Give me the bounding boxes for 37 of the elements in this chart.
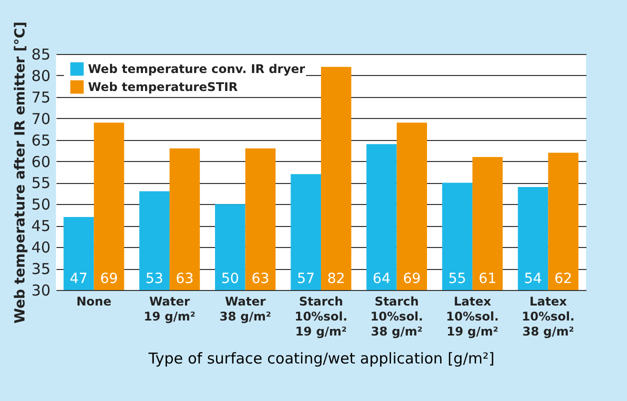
x-tick-label: Latex 10%sol. 38 g/m²: [522, 294, 575, 338]
data-label: 53: [146, 271, 164, 287]
data-label: 57: [296, 271, 315, 287]
y-tick-label: 65: [31, 131, 50, 150]
data-label: 63: [176, 271, 194, 287]
y-tick-label: 60: [31, 152, 50, 171]
data-label: 61: [478, 271, 496, 287]
y-tick-label: 45: [31, 217, 50, 236]
x-tick-label: Starch 10%sol. 19 g/m²: [294, 294, 348, 338]
x-tick-label: None: [76, 294, 112, 308]
data-label: 54: [524, 271, 542, 287]
y-tick-label: 85: [31, 46, 50, 64]
data-label: 64: [372, 271, 391, 287]
data-label: 82: [327, 271, 346, 287]
data-label: 69: [100, 271, 118, 287]
x-axis-title: Type of surface coating/wet application [g/m²]: [148, 350, 494, 368]
y-tick-label: 70: [31, 110, 50, 128]
x-tick-label: Latex 10%sol. 19 g/m²: [446, 294, 499, 338]
y-tick-label: 75: [31, 88, 50, 106]
y-tick-label: 80: [31, 66, 50, 85]
data-label: 47: [70, 271, 88, 287]
y-tick-label: 35: [31, 260, 50, 278]
legend-label: Web temperature conv. IR dryer: [88, 62, 306, 76]
x-tick-label: Water 19 g/m²: [144, 294, 196, 324]
y-tick-label: 55: [31, 174, 50, 192]
y-tick-label: 30: [31, 282, 50, 300]
data-label: 62: [554, 271, 572, 287]
data-label: 50: [221, 271, 240, 287]
legend-label: Web temperatureSTIR: [88, 80, 238, 94]
y-tick-label: 40: [31, 238, 50, 257]
x-tick-label: Water 38 g/m²: [219, 294, 272, 324]
data-label: 55: [448, 271, 466, 287]
y-tick-label: 50: [31, 196, 50, 214]
data-label: 63: [252, 271, 270, 287]
x-tick-label: Starch 10%sol. 38 g/m²: [370, 294, 424, 338]
y-axis-title: Web temperature after IR emitter [°C]: [12, 22, 28, 324]
data-label: 69: [402, 271, 421, 287]
